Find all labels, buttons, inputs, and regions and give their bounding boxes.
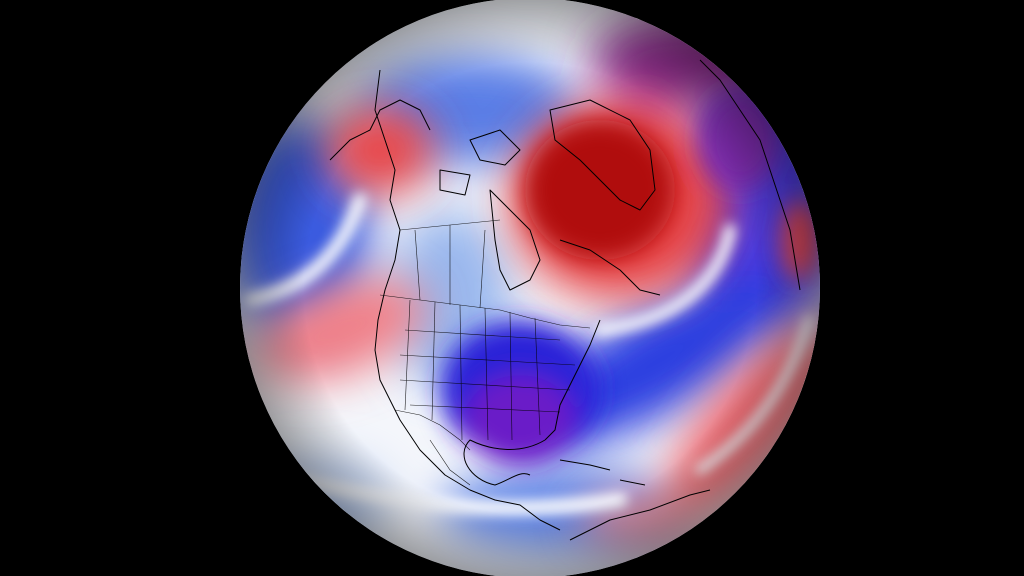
- anomaly-field: [240, 0, 820, 576]
- limb-shading: [240, 0, 820, 576]
